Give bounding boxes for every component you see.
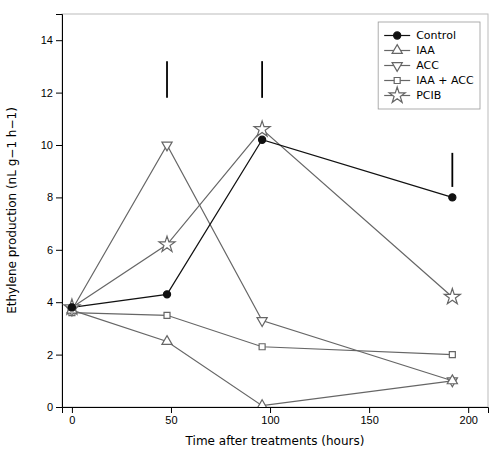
tick-mark (270, 407, 271, 413)
series-line (72, 140, 452, 308)
x-axis: 0 50 100 150 200 (63, 407, 489, 426)
legend-label: Control (416, 29, 456, 42)
tick-label: 10 (41, 139, 53, 151)
tick-mark (56, 250, 62, 251)
tick-mark (171, 407, 172, 413)
tick-mark (369, 407, 370, 413)
tick: 2 (47, 349, 62, 361)
point-marker (162, 336, 172, 345)
tick-label: 200 (460, 414, 478, 426)
point-marker (257, 400, 267, 407)
legend-item: PCIB (384, 87, 441, 102)
tick-mark (56, 197, 62, 198)
tick-label: 12 (41, 87, 53, 99)
point-marker (159, 236, 175, 251)
legend: Control IAA ACC IAA + ACC PCIB (378, 22, 480, 109)
point-marker (259, 344, 265, 350)
tick-label: 100 (261, 414, 279, 426)
point-marker (254, 121, 270, 136)
tick-label: 150 (360, 414, 378, 426)
legend-item: IAA + ACC (384, 74, 474, 87)
legend-item: Control (384, 29, 456, 42)
axis-domain (63, 408, 489, 414)
point-marker (163, 291, 170, 298)
point-marker (449, 352, 455, 358)
tick-mark (56, 93, 62, 94)
tick: 4 (47, 296, 62, 308)
tick-label: 50 (165, 414, 177, 426)
tick-mark (56, 302, 62, 303)
legend-item: IAA (384, 44, 435, 57)
legend-frame (378, 22, 480, 109)
series-line (72, 129, 452, 307)
tick-mark (72, 407, 73, 413)
legend-symbol (394, 32, 401, 39)
tick-mark (56, 407, 62, 408)
tick: 100 (261, 407, 279, 426)
legend-item: ACC (384, 59, 439, 72)
legend-label: IAA + ACC (416, 74, 474, 87)
point-marker (67, 304, 77, 313)
tick-label: 4 (47, 296, 53, 308)
lsd-bar (451, 153, 453, 187)
point-marker (447, 375, 457, 384)
x-axis-title: Time after treatments (hours) (185, 434, 365, 448)
legend-symbol (392, 45, 402, 54)
point-marker (444, 289, 460, 304)
series-line (72, 313, 452, 355)
point-marker (259, 136, 266, 143)
tick: 200 (460, 407, 478, 426)
tick: 50 (165, 407, 177, 426)
lsd-bar (166, 61, 168, 98)
series-line (72, 310, 452, 406)
legend-symbol (394, 78, 400, 84)
axis-domain (56, 15, 63, 408)
tick-mark (56, 40, 62, 41)
tick-mark (56, 145, 62, 146)
tick-label: 14 (41, 34, 53, 46)
point-marker (68, 304, 75, 311)
tick-label: 0 (47, 401, 53, 413)
tick: 0 (47, 401, 62, 413)
tick: 8 (47, 191, 62, 203)
plot-frame (62, 14, 488, 407)
tick: 150 (360, 407, 378, 426)
tick: 6 (47, 244, 62, 256)
marks (64, 61, 460, 407)
tick: 10 (41, 139, 62, 151)
y-axis-title: Ethylene production (nL g−1 h−1) (5, 107, 19, 314)
tick: 12 (41, 87, 62, 99)
tick: 14 (41, 34, 62, 46)
point-marker (164, 312, 170, 318)
point-marker (162, 142, 172, 151)
plot: 0 50 100 150 200 0 2 4 6 8 10 12 14 Control IAA ACC IAA … (41, 14, 489, 426)
legend-label: ACC (416, 59, 439, 72)
tick-mark (56, 355, 62, 356)
lsd-bar (261, 61, 263, 98)
tick-label: 8 (47, 191, 53, 203)
chart: 0 50 100 150 200 0 2 4 6 8 10 12 14 Control IAA ACC IAA … (0, 0, 504, 455)
point-marker (257, 318, 267, 327)
legend-symbol (392, 63, 402, 72)
legend-symbol (389, 87, 405, 102)
tick-label: 6 (47, 244, 53, 256)
legend-label: PCIB (416, 89, 441, 102)
tick: 0 (69, 407, 75, 426)
tick-label: 0 (69, 414, 75, 426)
tick-mark (468, 407, 469, 413)
y-axis: 0 2 4 6 8 10 12 14 (41, 15, 63, 414)
legend-label: IAA (416, 44, 435, 57)
tick-label: 2 (47, 349, 53, 361)
point-marker (449, 194, 456, 201)
